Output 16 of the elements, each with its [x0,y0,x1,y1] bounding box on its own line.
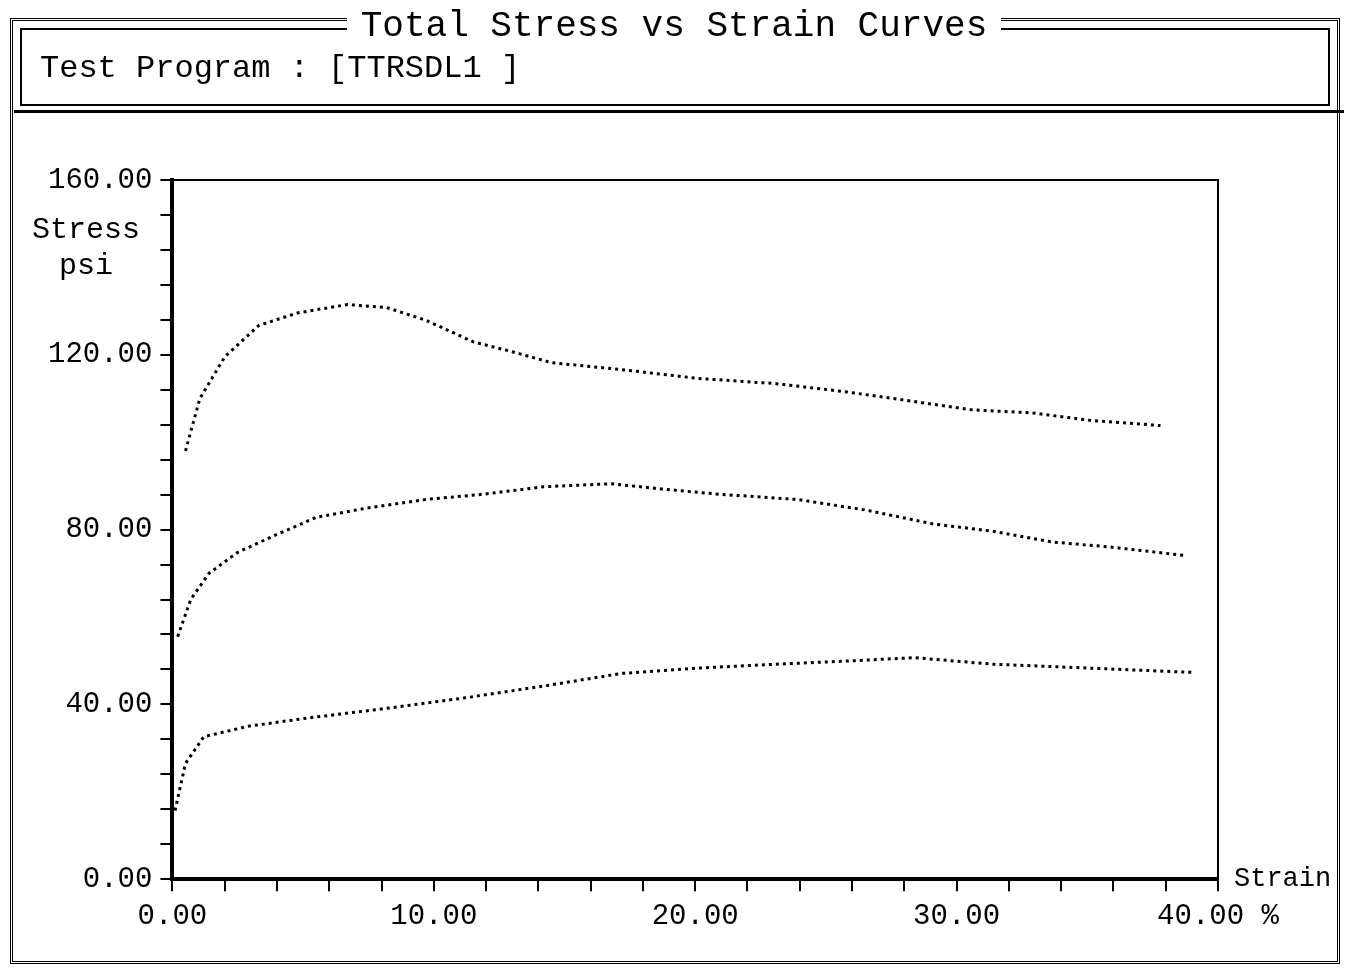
line-series [183,303,1162,453]
x-tick-label: 40.00 % [1157,900,1280,934]
y-tick-label: 80.00 [65,513,153,547]
x-axis-title: Strain [1234,864,1332,894]
chart-subtitle: Test Program : [TTRSDL1 ] [40,50,521,87]
x-tick-label: 20.00 [651,900,739,934]
x-tick-label: 30.00 [913,900,1001,934]
y-axis-title: Stress psi [31,212,141,284]
chart-title: Total Stress vs Strain Curves [346,6,1002,47]
x-tick-label: 0.00 [137,900,208,934]
y-tick-label: 160.00 [48,163,153,197]
x-tick-label: 10.00 [390,900,478,934]
line-series [176,482,1186,639]
y-tick-label: 40.00 [65,688,153,722]
y-tick-label: 120.00 [48,338,153,372]
y-tick-label: 0.00 [82,862,153,896]
